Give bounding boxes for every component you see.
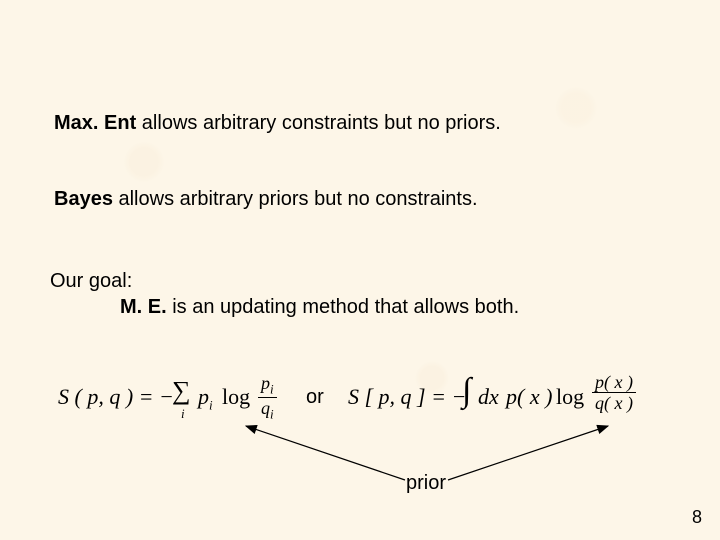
eq-pi: pi	[198, 384, 213, 413]
eq-or: or	[306, 386, 324, 409]
slide: Max. Ent allows arbitrary constraints bu…	[0, 0, 720, 540]
goal-body: M. E. is an updating method that allows …	[120, 296, 519, 319]
maxent-bold: Max. Ent	[54, 112, 136, 134]
line-maxent: Max. Ent allows arbitrary constraints bu…	[54, 112, 501, 135]
eq-lhs1: S ( p, q ) = −	[58, 384, 174, 410]
eq-log1: log	[222, 384, 250, 410]
prior-label: prior	[406, 472, 446, 495]
eq-frac2: p( x ) q( x )	[592, 373, 636, 412]
eq-px: p( x )	[506, 384, 552, 410]
line-bayes: Bayes allows arbitrary priors but no con…	[54, 188, 478, 211]
arrow-right	[448, 426, 608, 480]
bayes-bold: Bayes	[54, 188, 113, 210]
arrow-left	[246, 426, 405, 480]
goal-bold: M. E.	[120, 296, 167, 318]
eq-lhs2: S [ p, q ] = −	[348, 384, 466, 410]
eq-sigma: ∑	[172, 376, 191, 406]
goal-rest: is an updating method that allows both.	[167, 296, 519, 318]
bayes-rest: allows arbitrary priors but no constrain…	[113, 188, 478, 210]
goal-heading: Our goal:	[50, 270, 132, 293]
eq-integral: ∫	[462, 372, 471, 410]
eq-frac1: pi qi	[258, 374, 277, 420]
eq-log2: log	[556, 384, 584, 410]
maxent-rest: allows arbitrary constraints but no prio…	[136, 112, 501, 134]
page-number: 8	[692, 507, 702, 528]
equation: S ( p, q ) = − ∑ i pi log pi qi or S [ p…	[58, 370, 678, 430]
eq-sigma-sub: i	[181, 406, 185, 422]
eq-dx: dx	[478, 384, 499, 410]
